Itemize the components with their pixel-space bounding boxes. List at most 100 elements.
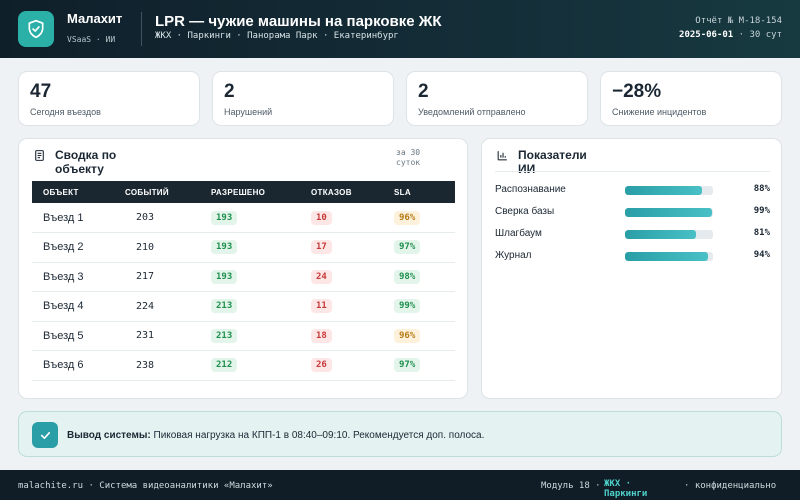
cell-events: 238 — [114, 350, 200, 381]
table-row: Въезд 1 203 193 10 96% — [32, 203, 455, 233]
metric-label: Распознавание — [495, 184, 566, 195]
report-date: 2025-06-01 — [679, 30, 734, 40]
column-header: ОБЪЕКТ — [32, 181, 114, 203]
brand-subtitle: VSaaS · ИИ — [67, 35, 116, 44]
footer-company: malachite.ru · Система видеоаналитики «М… — [18, 481, 273, 491]
allowed-badge: 193 — [211, 210, 238, 225]
kpi-label: Снижение инцидентов — [612, 107, 707, 117]
app-footer: malachite.ru · Система видеоаналитики «М… — [0, 470, 800, 500]
kpi-value: −28% — [612, 81, 662, 102]
report-info: Отчёт № M-18-154 2025-06-01 · 30 сут — [672, 14, 782, 42]
cell-allowed: 213 — [200, 321, 300, 351]
sla-badge: 96% — [394, 328, 421, 343]
cell-events: 210 — [114, 232, 200, 263]
kpi-card-entries: 47 Сегодня въездов — [18, 71, 200, 126]
metric-value: 88% — [753, 184, 770, 194]
document-icon — [35, 150, 44, 161]
metric-value: 81% — [753, 228, 770, 238]
metric-progress-fill — [625, 186, 703, 195]
brand-name: Малахит — [67, 11, 123, 26]
summary-panel: Сводка по объекту за 30 суток ОБЪЕКТ СОБ… — [18, 138, 468, 399]
system-conclusion: Вывод системы: Пиковая нагрузка на КПП-1… — [18, 411, 782, 457]
cell-object: Въезд 3 — [32, 262, 114, 292]
denied-badge: 24 — [311, 269, 332, 284]
kpi-value: 2 — [418, 81, 429, 102]
bar-chart-icon — [497, 151, 507, 161]
summary-table: ОБЪЕКТ СОБЫТИЙ РАЗРЕШЕНО ОТКАЗОВ SLA Въе… — [32, 181, 455, 381]
metric-progress-fill — [625, 208, 713, 217]
cell-denied: 17 — [300, 232, 383, 263]
table-row: Въезд 5 231 213 18 96% — [32, 321, 455, 351]
metric-progress-bar — [625, 186, 713, 195]
kpi-label: Уведомлений отправлено — [418, 107, 526, 117]
cell-sla: 98% — [383, 262, 455, 292]
table-row: Въезд 4 224 213 11 99% — [32, 291, 455, 322]
header-divider — [141, 12, 142, 46]
table-row: Въезд 6 238 212 26 97% — [32, 350, 455, 381]
cell-allowed: 212 — [200, 350, 300, 381]
cell-denied: 18 — [300, 321, 383, 351]
table-row: Въезд 3 217 193 24 98% — [32, 262, 455, 292]
ai-metrics-title: Показатели ИИ — [518, 148, 587, 176]
cell-denied: 24 — [300, 262, 383, 292]
metric-value: 99% — [753, 206, 770, 216]
allowed-badge: 213 — [211, 328, 238, 343]
kpi-value: 47 — [30, 81, 52, 102]
shield-check-icon — [28, 19, 44, 39]
cell-object: Въезд 6 — [32, 350, 114, 381]
ai-metric-row: Журнал 94% — [495, 248, 770, 264]
cell-sla: 97% — [383, 232, 455, 263]
page-title: LPR — чужие машины на парковке ЖК — [155, 13, 442, 30]
conclusion-body: Пиковая нагрузка на КПП-1 в 08:40–09:10.… — [150, 430, 485, 441]
denied-badge: 17 — [311, 240, 332, 255]
summary-title: Сводка по объекту — [55, 148, 117, 176]
cell-allowed: 193 — [200, 203, 300, 233]
cell-events: 217 — [114, 262, 200, 292]
allowed-badge: 213 — [211, 299, 238, 314]
kpi-value: 2 — [224, 81, 235, 102]
kpi-label: Сегодня въездов — [30, 107, 101, 117]
metric-progress-fill — [625, 252, 708, 261]
denied-badge: 11 — [311, 299, 332, 314]
cell-object: Въезд 1 — [32, 203, 114, 233]
cell-denied: 11 — [300, 291, 383, 322]
kpi-card-violations: 2 Нарушений — [212, 71, 394, 126]
cell-sla: 99% — [383, 291, 455, 322]
check-icon — [40, 431, 50, 439]
conclusion-badge — [32, 422, 58, 448]
breadcrumb: ЖКХ · Паркинги · Панорама Парк · Екатери… — [155, 31, 399, 41]
kpi-label: Нарушений — [224, 107, 273, 117]
metric-label: Шлагбаум — [495, 228, 542, 239]
ai-metrics-panel: Показатели ИИ Распознавание 88% Сверка баз… — [481, 138, 782, 399]
sla-badge: 96% — [394, 210, 421, 225]
report-id: Отчёт № M-18-154 — [695, 16, 782, 26]
cell-sla: 96% — [383, 321, 455, 351]
column-header: ОТКАЗОВ — [300, 181, 383, 203]
sla-badge: 97% — [394, 358, 421, 373]
cell-object: Въезд 5 — [32, 321, 114, 351]
table-row: Въезд 2 210 193 17 97% — [32, 232, 455, 263]
ai-metric-row: Сверка базы 99% — [495, 204, 770, 220]
column-header: РАЗРЕШЕНО — [200, 181, 300, 203]
column-header: СОБЫТИЙ — [114, 181, 200, 203]
report-period-line: 2025-06-01 · 30 сут — [672, 28, 782, 42]
metric-progress-bar — [625, 252, 713, 261]
brand-logo — [18, 11, 54, 47]
report-period: · 30 сут — [738, 30, 782, 40]
footer-confidential: · конфиденциально — [684, 481, 777, 491]
denied-badge: 18 — [311, 328, 332, 343]
metric-progress-bar — [625, 230, 713, 239]
summary-period: за 30 суток — [396, 148, 421, 167]
cell-events: 224 — [114, 291, 200, 322]
sla-badge: 99% — [394, 299, 421, 314]
ai-metric-row: Распознавание 88% — [495, 182, 770, 198]
footer-module: Модуль 18 · — [541, 481, 601, 491]
conclusion-text: Вывод системы: Пиковая нагрузка на КПП-1… — [67, 429, 487, 442]
conclusion-label: Вывод системы: — [67, 430, 151, 441]
table-header-row: ОБЪЕКТ СОБЫТИЙ РАЗРЕШЕНО ОТКАЗОВ SLA — [32, 181, 455, 203]
sla-badge: 98% — [394, 269, 421, 284]
cell-sla: 96% — [383, 203, 455, 233]
cell-object: Въезд 4 — [32, 291, 114, 322]
app-header: Малахит VSaaS · ИИ LPR — чужие машины на… — [0, 0, 800, 58]
allowed-badge: 212 — [211, 358, 238, 373]
